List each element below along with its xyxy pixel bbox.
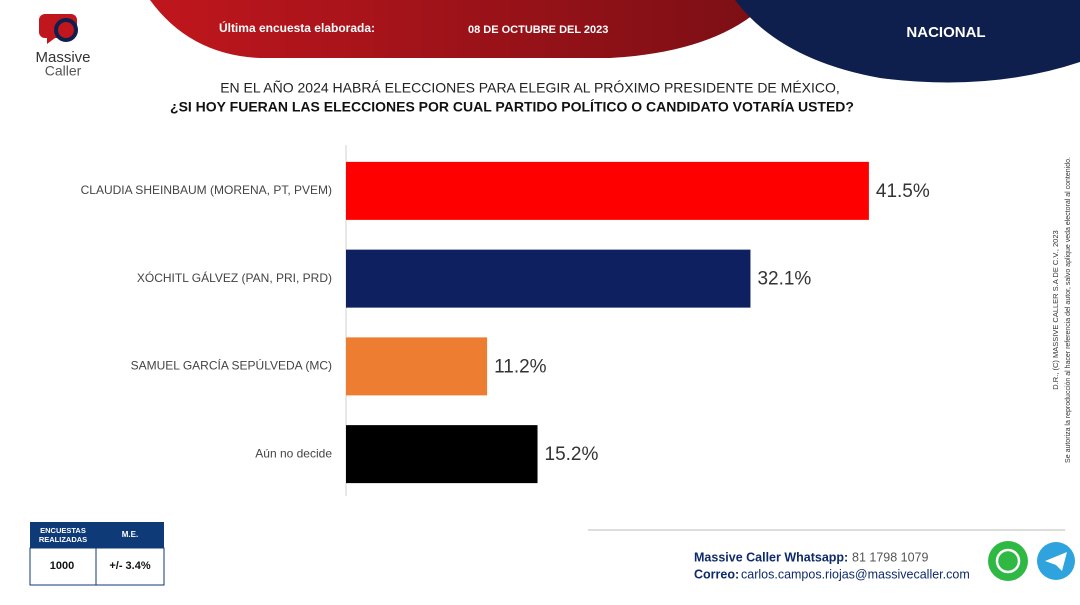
table-header-text: ENCUESTAS REALIZADAS: [38, 526, 88, 544]
header-region-band: [735, 0, 1080, 83]
region: NACIONAL: [906, 24, 985, 41]
email: carlos.campos.riojas@massivecaller.com: [741, 567, 970, 581]
category-label: SAMUEL GARCÍA SEPÚLVEDA (MC): [131, 358, 332, 373]
table-body: [29, 547, 165, 586]
brand-line2: Caller: [45, 63, 82, 79]
bar: [346, 425, 538, 484]
bar: [346, 161, 869, 220]
value-label: 32.1%: [757, 269, 811, 290]
date-label: Última encuesta elaborada:: [219, 20, 375, 35]
copyright: D.R., (C) MASSIVE CALLER S.A DE C.V., 20…: [1051, 230, 1060, 389]
bars: CLAUDIA SHEINBAUM (MORENA, PT, PVEM) 41.5…: [81, 161, 930, 484]
email-label: Correo:: [694, 567, 739, 581]
value-label: 15.2%: [545, 444, 599, 465]
table-header-cell: ENCUESTAS REALIZADAS: [38, 526, 88, 544]
category-label: CLAUDIA SHEINBAUM (MORENA, PT, PVEM): [81, 183, 332, 197]
whatsapp-label: Massive Caller Whatsapp:: [694, 550, 848, 564]
header-band: [150, 0, 770, 58]
telegram-glyph: [1045, 552, 1067, 571]
table-cell: +/- 3.4%: [109, 560, 150, 572]
value-label: 11.2%: [494, 356, 547, 377]
table-header-text: M.E.: [122, 530, 138, 539]
logo-ring: [54, 18, 78, 42]
chart-title-line2: ¿SI HOY FUERAN LAS ELECCIONES POR CUAL P…: [170, 99, 854, 115]
reproduction-note: Se autoriza la reproducción al hacer ref…: [1065, 157, 1072, 463]
logo: Massive Caller: [35, 14, 91, 79]
survey-table: ENCUESTAS REALIZADAS M.E. 1000 +/- 3.4%: [29, 522, 165, 586]
date: 08 DE OCTUBRE DEL 2023: [468, 24, 608, 36]
category-label: Aún no decide: [255, 446, 332, 460]
value-label: 41.5%: [876, 181, 930, 202]
brand-line1: Massive: [35, 49, 90, 66]
bar: [346, 337, 488, 396]
bar: [346, 249, 751, 308]
table-cell: 1000: [50, 560, 74, 572]
table-header: [30, 522, 164, 548]
whatsapp-number: 81 1798 1079: [852, 550, 929, 564]
whatsapp-glyph: [995, 548, 1021, 574]
whatsapp-icon[interactable]: [988, 541, 1028, 581]
chart-title-line1: EN EL AÑO 2024 HABRÁ ELECCIONES PARA ELE…: [220, 80, 840, 96]
category-label: XÓCHITL GÁLVEZ (PAN, PRI, PRD): [137, 270, 332, 285]
